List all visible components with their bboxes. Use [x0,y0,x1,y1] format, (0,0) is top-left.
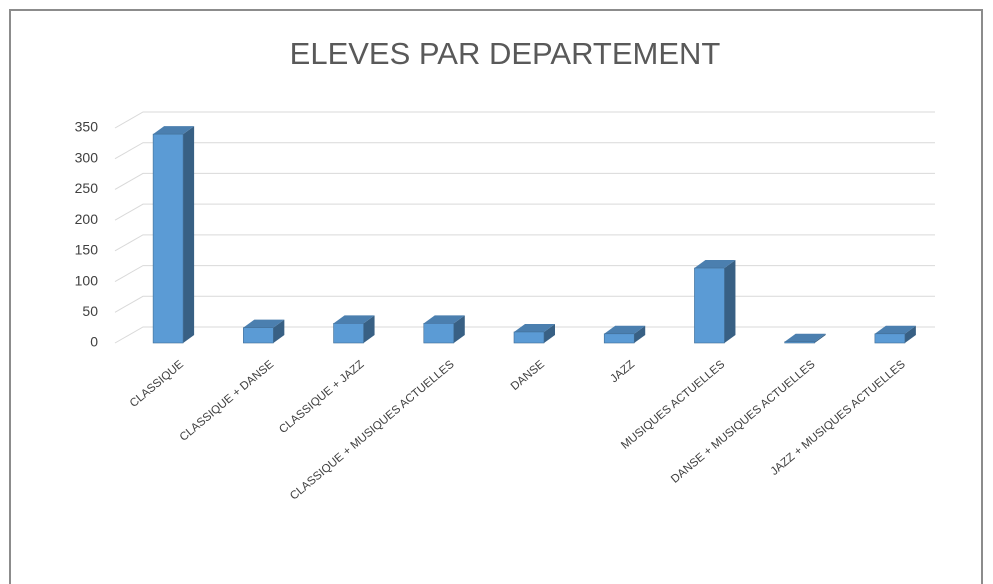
bar-side [363,315,375,343]
bar-side [183,126,195,343]
bar [874,333,906,344]
grid-line [114,326,935,344]
bar-top [604,325,646,334]
bar-top [514,323,555,332]
bar-top [694,260,736,269]
grid-line [114,111,935,129]
y-tick-label: 0 [90,334,98,350]
grid-line [114,234,935,252]
bar [152,133,184,344]
bar-side [814,333,826,343]
y-tick-label: 100 [75,272,99,288]
y-tick-label: 250 [75,180,99,196]
bar [603,333,635,344]
grid-line [114,203,935,221]
bar [513,331,545,344]
bar [423,323,455,344]
y-tick-label: 200 [75,211,99,227]
bar-top [423,315,465,324]
bar-top [784,333,826,342]
grid-line [114,295,935,313]
y-tick-label: 350 [75,119,99,135]
y-tick-label: 150 [75,242,99,258]
grid-line [114,172,935,190]
bar-side [634,325,646,343]
bar-top [153,126,195,135]
bar-side [724,260,736,343]
grid-line [114,265,935,283]
bar [333,323,364,344]
bar-side [453,315,465,343]
bar-top [874,325,916,334]
y-tick-label: 50 [82,303,98,319]
bar-side [904,325,916,343]
bar-top [333,315,375,324]
bar-top [243,319,285,328]
bar [243,327,274,344]
grid-line [114,142,935,160]
chart-title: ELEVES PAR DEPARTEMENT [290,36,721,71]
bar-side [273,319,285,343]
bar-side [544,323,555,343]
bar [784,341,815,344]
y-tick-label: 300 [75,149,99,165]
bar [694,267,725,344]
